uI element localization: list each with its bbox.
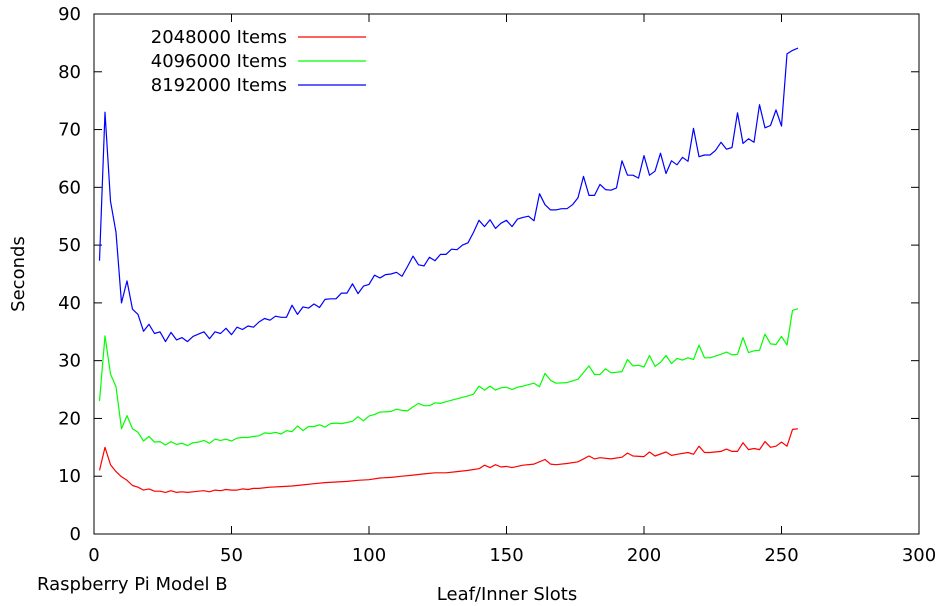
y-tick-label: 30 bbox=[58, 351, 81, 372]
x-tick-label: 0 bbox=[88, 545, 99, 566]
legend-label: 2048000 Items bbox=[151, 27, 287, 48]
legend-label: 4096000 Items bbox=[151, 51, 287, 72]
y-tick-label: 20 bbox=[58, 408, 81, 429]
x-axis-label: Leaf/Inner Slots bbox=[437, 584, 577, 605]
x-tick-label: 300 bbox=[902, 545, 936, 566]
axis-ticks: 0 50 100 150 200 250 300 0 10 20 30 40 50 60 70 80 90 bbox=[58, 4, 936, 566]
y-axis-label: Seconds bbox=[8, 236, 29, 312]
x-tick-label: 200 bbox=[627, 545, 661, 566]
x-tick-label: 150 bbox=[489, 545, 523, 566]
x-tick-label: 50 bbox=[220, 545, 243, 566]
series-line-2 bbox=[98, 308, 799, 447]
y-tick-label: 0 bbox=[70, 524, 81, 545]
x-tick-label: 250 bbox=[764, 545, 798, 566]
legend: 2048000 Items 4096000 Items 8192000 Items bbox=[151, 27, 366, 96]
y-tick-label: 80 bbox=[58, 62, 81, 83]
y-tick-label: 70 bbox=[58, 120, 81, 141]
y-tick-label: 10 bbox=[58, 466, 81, 487]
y-tick-label: 40 bbox=[58, 293, 81, 314]
series-layer bbox=[98, 47, 799, 493]
x-tick-label: 100 bbox=[352, 545, 386, 566]
series-line-1 bbox=[98, 428, 799, 493]
y-tick-label: 90 bbox=[58, 4, 81, 25]
legend-label: 8192000 Items bbox=[151, 75, 287, 96]
y-tick-label: 60 bbox=[58, 177, 81, 198]
series-line-3 bbox=[98, 47, 799, 343]
chart-caption: Raspberry Pi Model B bbox=[37, 574, 228, 595]
y-tick-label: 50 bbox=[58, 235, 81, 256]
